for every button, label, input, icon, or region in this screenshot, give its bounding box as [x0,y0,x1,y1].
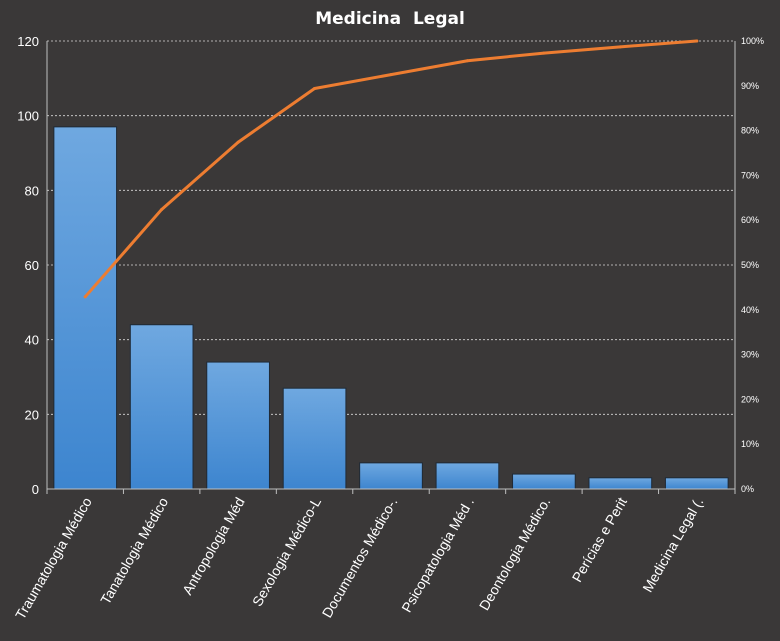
cumulative-point-2 [160,207,164,211]
cumulative-point-9 [695,39,699,43]
x-category-label: Psicopatologia Méd . [398,495,477,616]
y2-tick-label: 100% [741,36,764,46]
cumulative-point-8 [618,45,622,49]
y-tick-label: 100 [17,109,39,124]
bar-2 [129,324,194,490]
y2-tick-label: 70% [741,170,759,180]
x-category-label: Medicina Legal (. [639,495,706,595]
chart-title: Medicina Legal [315,9,465,29]
bar-8 [588,477,653,490]
y-tick-label: 120 [17,34,39,49]
y-tick-label: 0 [32,482,39,497]
y-tick-label: 40 [25,333,39,348]
bar-layer [53,126,729,490]
y-tick-label: 80 [25,183,39,198]
cumulative-point-4 [313,86,317,90]
y2-tick-label: 90% [741,81,759,91]
grid-layer [47,40,735,415]
cumulative-point-1 [83,295,87,299]
cumulative-point-3 [236,140,240,144]
cumulative-point-7 [542,51,546,55]
axis-layer [46,41,736,494]
label-layer: 0 20 40 60 80 100 120 0% 10% 20% 30% 40% 50% 60% 70% 80… [12,34,764,622]
y2-tick-label: 0% [741,484,754,494]
y2-tick-label: 30% [741,350,759,360]
y2-tick-label: 10% [741,439,759,449]
bar-6 [435,462,500,490]
x-category-label: Tanatologia Médico [97,494,171,607]
bar-7 [512,473,576,490]
y-tick-label: 60 [25,258,39,273]
x-category-label: Traumatologia Médico [12,494,95,622]
y-tick-label: 20 [25,407,39,422]
bar-5 [359,462,423,490]
bar-9 [664,477,729,490]
x-category-label: Documentos Médico-. [319,495,401,621]
bar-4 [282,387,347,490]
y2-tick-label: 50% [741,260,759,270]
x-category-label: Perícias e Perit [569,494,630,584]
x-category-label: Antropologia Méd [179,495,248,598]
bar-1 [53,126,118,490]
cumulative-line [83,39,699,299]
cumulative-point-5 [389,73,393,77]
y2-tick-label: 60% [741,215,759,225]
y2-tick-label: 20% [741,394,759,404]
x-category-label: Sexologia Médico-L [249,494,324,609]
bar-3 [206,361,270,490]
y2-tick-label: 80% [741,126,759,136]
x-category-label: Deontologia Médico. [476,495,554,614]
y2-tick-label: 40% [741,305,759,315]
line-layer [83,39,699,299]
cumulative-point-6 [465,59,469,63]
